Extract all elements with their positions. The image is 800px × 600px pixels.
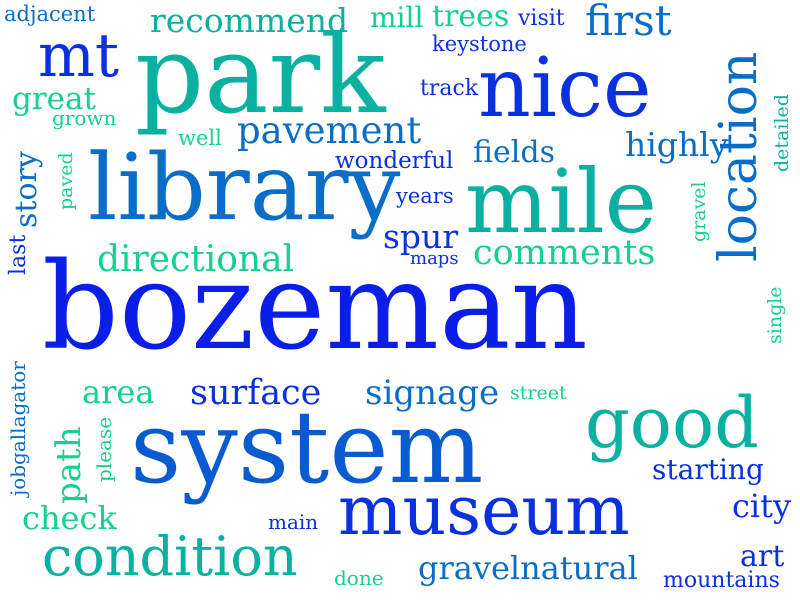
word-mile: mile — [465, 150, 657, 253]
word-highly: highly — [625, 125, 729, 164]
word-nice: nice — [478, 41, 652, 136]
word-great: great — [12, 81, 96, 117]
word-maps: maps — [410, 248, 459, 269]
word-comments: comments — [473, 233, 656, 273]
word-wonderful: wonderful — [335, 148, 454, 174]
word-spur: spur — [383, 217, 459, 256]
word-street: street — [510, 382, 567, 404]
word-library: library — [88, 134, 401, 241]
word-pavement: pavement — [237, 109, 422, 152]
word-single: single — [764, 286, 786, 344]
word-mt: mt — [38, 21, 120, 91]
word-recommend: recommend — [150, 1, 349, 40]
word-mill: mill — [370, 1, 424, 34]
word-system: system — [130, 389, 484, 506]
word-gravel: gravel — [688, 181, 710, 242]
word-story: story — [9, 151, 44, 228]
word-keystone: keystone — [432, 32, 527, 56]
word-path: path — [49, 426, 89, 504]
word-track: track — [420, 76, 479, 101]
word-main: main — [268, 510, 319, 534]
word-condition: condition — [42, 525, 298, 588]
word-art: art — [740, 539, 785, 574]
word-done: done — [334, 566, 384, 590]
word-directional: directional — [97, 239, 295, 280]
word-starting: starting — [652, 453, 764, 486]
word-visit: visit — [518, 6, 565, 31]
word-check: check — [22, 499, 117, 537]
word-years: years — [396, 184, 454, 208]
word-good: good — [585, 382, 759, 464]
word-adjacent: adjacent — [4, 2, 96, 26]
word-well: well — [178, 126, 222, 150]
word-area: area — [82, 373, 155, 411]
word-last: last — [6, 234, 31, 275]
word-detailed: detailed — [771, 94, 793, 172]
word-fields: fields — [473, 135, 555, 170]
word-signage: signage — [365, 373, 500, 413]
word-mountains: mountains — [663, 568, 780, 593]
word-grown: grown — [52, 106, 117, 130]
word-gravelnatural: gravelnatural — [418, 549, 638, 587]
word-city: city — [732, 487, 792, 525]
word-museum: museum — [338, 472, 630, 551]
word-surface: surface — [190, 373, 322, 413]
word-trees: trees — [432, 0, 510, 34]
word-please: please — [92, 416, 116, 482]
word-park: park — [135, 13, 386, 138]
word-bozeman: bozeman — [42, 238, 588, 377]
word-paved: paved — [55, 152, 77, 210]
word-jobgallagator: jobgallagator — [6, 361, 30, 496]
word-first: first — [585, 0, 672, 45]
